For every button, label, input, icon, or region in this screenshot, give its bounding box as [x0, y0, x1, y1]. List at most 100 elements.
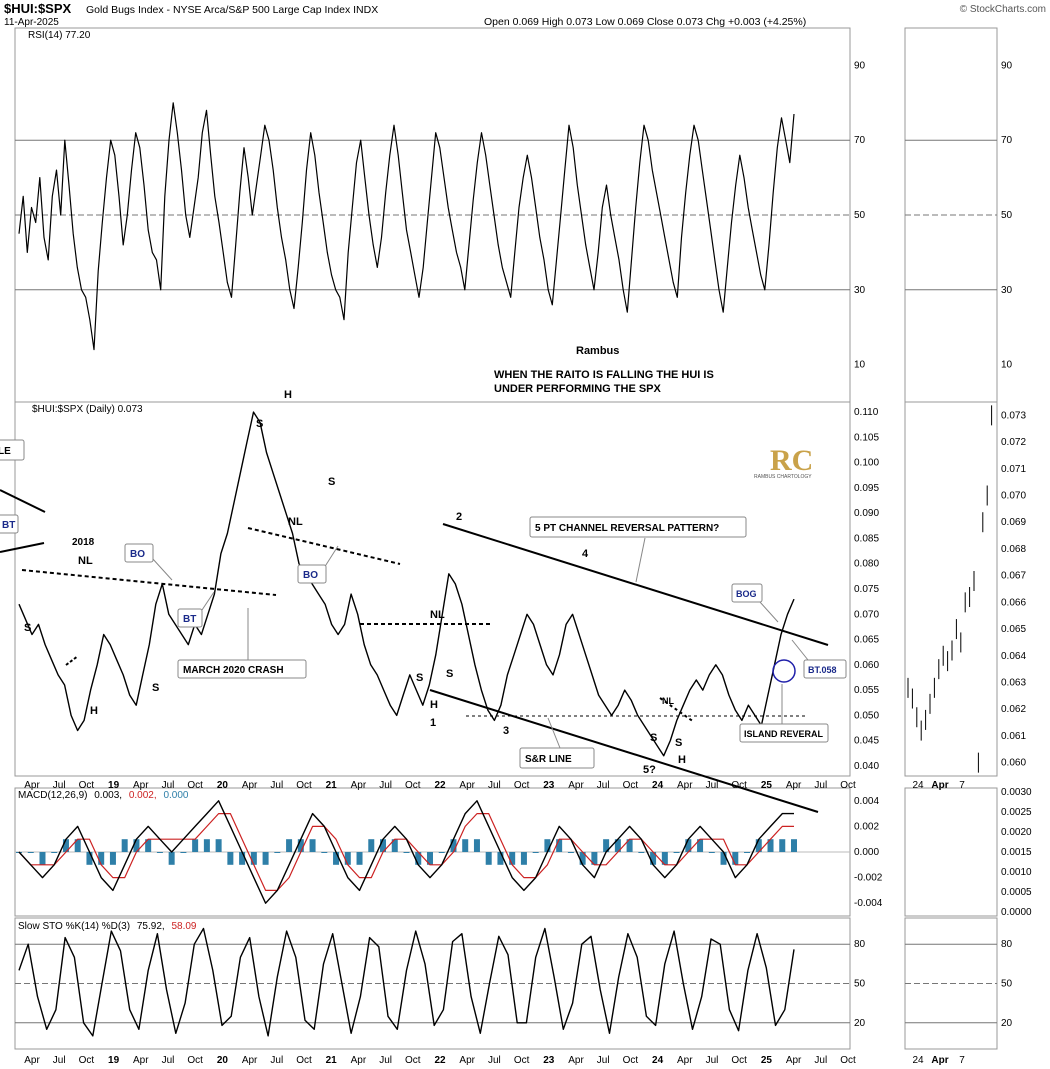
price-label: $HUI:$SPX (Daily) 0.073: [32, 404, 143, 415]
macd-histogram-bar: [180, 852, 187, 853]
macd-histogram-bar: [614, 839, 621, 852]
annotation-rambus: Rambus: [576, 345, 619, 357]
neckline-2024: [659, 697, 695, 723]
x-tick-label: Jul: [488, 780, 501, 791]
macd-histogram-bar: [51, 852, 58, 853]
x-tick-label: 23: [543, 780, 555, 791]
price-ytick-label: 0.065: [854, 635, 879, 646]
label-s-5: S: [650, 732, 657, 744]
macd-histogram-bar: [86, 852, 93, 865]
island-circle: [772, 659, 796, 683]
upper-channel-line: [442, 523, 829, 646]
rsi-inset-ytick-label: 90: [1001, 60, 1013, 71]
x-tick-label: Oct: [79, 780, 95, 791]
x-tick-label: 21: [326, 1055, 338, 1066]
inset-x-tick-label: 7: [959, 1055, 965, 1066]
inset-x-tick-label: Apr: [931, 780, 948, 791]
callout-island-reversal: ISLAND REVERAL: [744, 729, 824, 739]
annotation-note-1: WHEN THE RAITO IS FALLING THE HUI IS: [494, 369, 714, 381]
inset-x-tick-label: 24: [912, 780, 924, 791]
annotation-note-2: UNDER PERFORMING THE SPX: [494, 383, 662, 395]
callout-bo-1: BO: [130, 549, 145, 560]
price-ytick-label: 0.070: [854, 609, 879, 620]
inset-price-panel: [904, 401, 998, 777]
callout-le: LE: [0, 446, 11, 457]
price-ytick-label: 0.045: [854, 736, 879, 747]
inset-price-ytick-label: 0.066: [1001, 597, 1026, 608]
macd-histogram-bar: [415, 852, 422, 865]
label-h-3: H: [430, 699, 438, 711]
macd-histogram-bar: [708, 852, 715, 853]
x-tick-label: 19: [108, 1055, 120, 1066]
callout-bt-2: BT: [183, 614, 196, 625]
macd-histogram-bar: [356, 852, 363, 865]
macd-histogram-bar: [732, 852, 739, 865]
macd-histogram-bar: [426, 852, 433, 865]
x-tick-label: 19: [108, 780, 120, 791]
macd-ytick-label: -0.004: [854, 898, 883, 909]
macd-histogram-bar: [591, 852, 598, 865]
inset-price-ytick-label: 0.060: [1001, 758, 1026, 769]
macd-histogram-bar: [168, 852, 175, 865]
macd-histogram-bar: [791, 839, 797, 852]
sto-ytick-label: 50: [854, 979, 866, 990]
macd-histogram-bar: [133, 839, 140, 852]
macd-histogram-bar: [779, 839, 786, 852]
label-s-4: S: [446, 668, 453, 680]
macd-histogram-bar: [450, 839, 457, 852]
macd-histogram-bar: [333, 852, 340, 865]
old-trend-line-lower: [0, 542, 45, 553]
label-pt-3: 3: [503, 725, 509, 737]
x-tick-label: Jul: [706, 1055, 719, 1066]
x-tick-label: Apr: [133, 780, 149, 791]
logo-letters: RC: [770, 444, 813, 477]
inset-price-ytick-label: 0.071: [1001, 464, 1026, 475]
callout-bt058: BT.058: [808, 665, 837, 675]
label-pt-5: 5?: [643, 764, 656, 776]
macd-histogram-bar: [145, 839, 152, 852]
macd-histogram-bar: [239, 852, 246, 865]
chart-date: 11-Apr-2025: [4, 17, 59, 28]
callout-pointer-bt2: [201, 591, 215, 611]
macd-histogram-bar: [579, 852, 586, 865]
x-tick-label: Apr: [242, 1055, 258, 1066]
label-2018: 2018: [72, 537, 95, 548]
callout-pointer-sr: [547, 717, 561, 749]
inset-macd-ytick-label: 0.0025: [1001, 807, 1032, 818]
macd-histogram-bar: [744, 852, 751, 853]
macd-ytick-label: -0.002: [854, 873, 883, 884]
label-nl-3: NL: [430, 609, 445, 621]
macd-histogram-bar: [62, 839, 69, 852]
x-tick-label: 20: [217, 780, 229, 791]
x-tick-label: Jul: [706, 780, 719, 791]
price-panel: [14, 401, 851, 777]
chart-description: Gold Bugs Index - NYSE Arca/S&P 500 Larg…: [86, 4, 378, 16]
x-tick-label: Oct: [79, 1055, 95, 1066]
macd-histogram-bar: [368, 839, 375, 852]
x-tick-label: Jul: [488, 1055, 501, 1066]
x-tick-label: 22: [434, 780, 446, 791]
sto-ytick-label: 80: [854, 939, 866, 950]
neckline-top: [247, 527, 401, 565]
inset-macd-ytick-label: 0.0030: [1001, 787, 1032, 798]
x-tick-label: 21: [326, 780, 338, 791]
inset-price-ytick-label: 0.062: [1001, 704, 1026, 715]
x-tick-label: Jul: [162, 1055, 175, 1066]
rsi-line: [18, 102, 795, 351]
sto-inset-ytick-label: 20: [1001, 1018, 1013, 1029]
sto-inset-ytick-label: 80: [1001, 939, 1013, 950]
macd-histogram-bar: [556, 839, 563, 852]
inset-x-tick-label: 7: [959, 780, 965, 791]
price-ytick-label: 0.080: [854, 559, 879, 570]
label-s-top-1: S: [256, 418, 263, 430]
inset-price-ytick-label: 0.067: [1001, 571, 1026, 582]
price-ytick-label: 0.110: [854, 407, 879, 418]
macd-histogram-bar: [697, 839, 704, 852]
x-tick-label: 25: [761, 780, 773, 791]
macd-label: MACD(12,26,9) 0.003, 0.002, 0.000: [18, 790, 189, 801]
callout-channel: 5 PT CHANNEL REVERSAL PATTERN?: [535, 523, 719, 534]
callout-march-2020: MARCH 2020 CRASH: [183, 665, 284, 676]
macd-histogram-bar: [380, 839, 387, 852]
x-tick-label: Oct: [731, 780, 747, 791]
label-pt-1: 1: [430, 717, 436, 729]
